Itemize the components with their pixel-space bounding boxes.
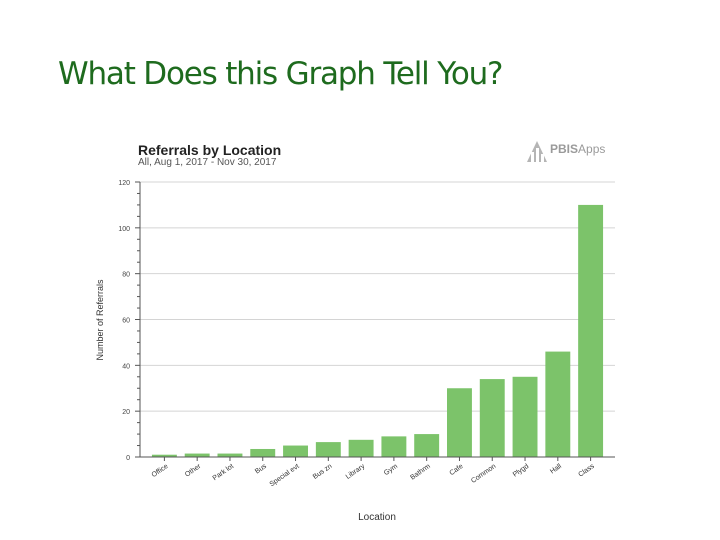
bar-8 <box>414 434 440 457</box>
y-tick-label: 60 <box>122 318 130 325</box>
bar-7 <box>381 436 407 457</box>
bar-6 <box>348 439 374 457</box>
y-tick-label: 120 <box>118 180 130 187</box>
bar-2 <box>217 453 243 457</box>
x-tick-label: Bathrm <box>409 463 432 482</box>
x-axis-label: Location <box>358 512 396 523</box>
pbis-apps-logo-icon <box>527 141 547 162</box>
x-tick-label: Cafe <box>448 463 464 477</box>
logo-text-bold: PBIS <box>550 142 579 156</box>
bar-11 <box>512 376 538 457</box>
bar-5 <box>315 442 341 457</box>
y-tick-label: 0 <box>126 455 130 462</box>
bar-12 <box>545 351 571 457</box>
x-tick-label: Other <box>184 463 203 479</box>
bar-9 <box>447 388 472 457</box>
bar-layer <box>151 204 604 457</box>
chart-subtitle: All, Aug 1, 2017 - Nov 30, 2017 <box>138 157 277 168</box>
bar-3 <box>250 448 276 457</box>
pbis-apps-logo: PBISApps <box>526 138 626 164</box>
x-tick-label: Bus zn <box>312 463 334 481</box>
chart-title: Referrals by Location <box>138 142 282 158</box>
x-tick-label: Hall <box>549 463 563 476</box>
x-tick-label: Bus <box>254 463 268 476</box>
grid-layer <box>140 181 615 412</box>
x-tick-label: Class <box>577 463 596 479</box>
x-tick-label: Gym <box>383 463 399 477</box>
x-tick-label: Special evt <box>269 463 301 488</box>
y-axis-label: Number of Referrals <box>95 279 105 361</box>
x-tick-label: Park lot <box>212 463 235 482</box>
y-tick-label: 100 <box>118 226 130 233</box>
x-tick-label: Plygd <box>512 463 530 479</box>
x-tick-label: Library <box>345 463 367 481</box>
y-tick-label: 20 <box>122 409 130 416</box>
slide-title: What Does this Graph Tell You? <box>58 56 503 92</box>
x-tick-label: Common <box>470 463 497 485</box>
y-tick-label: 40 <box>122 363 130 370</box>
bar-4 <box>283 445 308 457</box>
bar-10 <box>479 379 505 457</box>
x-tick-label: Office <box>151 463 170 479</box>
y-tick-label: 80 <box>122 272 130 279</box>
bar-1 <box>184 453 210 457</box>
bar-0 <box>151 454 177 457</box>
logo-text: PBISApps <box>550 142 605 156</box>
logo-text-light: Apps <box>578 142 606 156</box>
bar-13 <box>578 204 604 457</box>
